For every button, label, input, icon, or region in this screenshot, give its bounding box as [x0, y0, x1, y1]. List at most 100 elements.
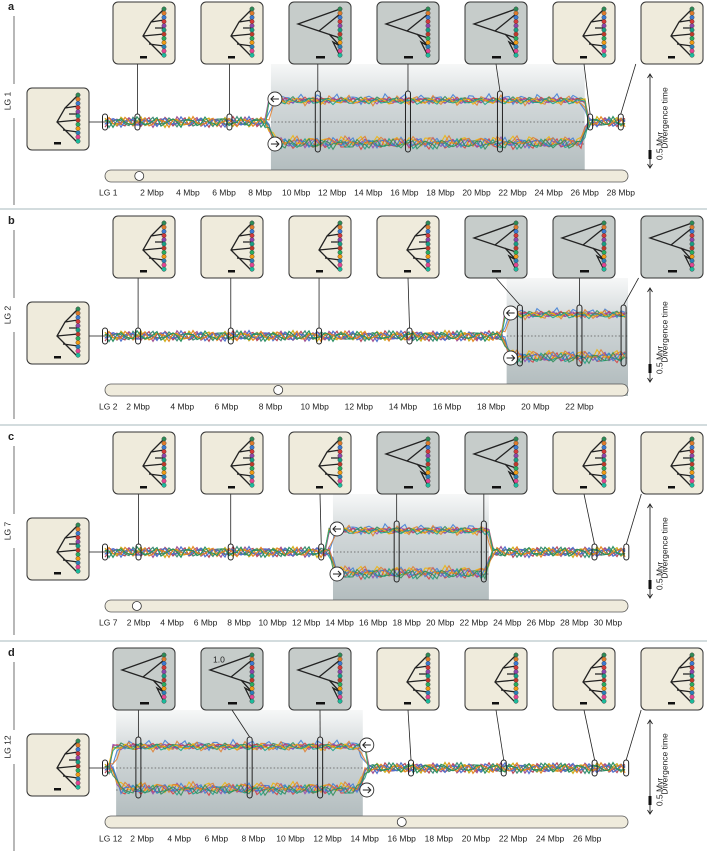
tip — [689, 233, 695, 239]
chromosome-label: LG 12 — [2, 735, 12, 758]
tip — [513, 233, 519, 239]
legend-title: Divergence time — [659, 301, 669, 363]
tip — [513, 262, 519, 268]
connector — [231, 709, 250, 738]
tip — [425, 23, 431, 29]
tip — [601, 48, 607, 54]
tip — [601, 249, 607, 255]
tip — [161, 686, 167, 691]
tip — [161, 694, 167, 700]
tip — [161, 440, 167, 446]
tip — [75, 130, 81, 136]
tip — [425, 449, 431, 454]
arrow-marker — [506, 354, 516, 362]
tip — [161, 258, 167, 264]
legend-scale-bar — [648, 364, 652, 373]
tree — [56, 94, 79, 144]
tip — [689, 652, 695, 658]
tip — [689, 31, 695, 37]
tip — [601, 36, 607, 41]
centromere — [131, 601, 142, 611]
tip — [337, 465, 343, 471]
arrow-marker — [270, 140, 280, 148]
tree — [296, 654, 341, 703]
inversion-region — [332, 494, 489, 612]
tip — [601, 661, 607, 666]
tip — [249, 457, 255, 463]
x-tick-label: 26 Mbp — [527, 617, 556, 627]
tree — [318, 438, 341, 488]
tip — [249, 482, 255, 488]
tip — [337, 262, 343, 268]
x-tick-label: 2 Mbp — [140, 187, 164, 197]
tip — [161, 228, 167, 234]
tip — [337, 470, 343, 475]
tip — [161, 461, 167, 467]
chromosome-tick-label: LG 1 — [99, 187, 118, 197]
chromosome-label: LG 7 — [2, 522, 12, 541]
legend-scale-bar — [648, 796, 652, 805]
scale-bar — [316, 702, 325, 705]
tip — [601, 23, 607, 29]
tip — [425, 10, 431, 16]
tip — [249, 258, 255, 264]
tip — [161, 665, 167, 670]
trace — [104, 329, 626, 364]
arrow-marker — [332, 570, 342, 578]
tree — [472, 8, 517, 57]
tip — [425, 669, 431, 675]
tip — [689, 241, 695, 247]
trace — [104, 545, 626, 578]
x-tick-label: 18 Mbp — [393, 617, 422, 627]
connector — [495, 709, 505, 761]
tip — [601, 457, 607, 463]
tip — [425, 461, 431, 467]
tip — [75, 319, 81, 324]
chromosome-label: LG 1 — [2, 92, 12, 111]
tip — [513, 436, 519, 442]
x-tick-label: 6 Mbp — [215, 401, 239, 411]
tip — [601, 262, 607, 268]
tip — [601, 698, 607, 704]
x-tick-label: 10 Mbp — [276, 833, 305, 843]
tip — [75, 122, 81, 127]
tip — [425, 19, 431, 24]
tip — [337, 652, 343, 658]
tip — [249, 656, 255, 662]
scale-bar — [54, 788, 61, 791]
tip — [249, 652, 255, 658]
tip — [601, 14, 607, 20]
x-tick-label: 8 Mbp — [248, 187, 272, 197]
connector — [407, 277, 410, 329]
trace — [104, 761, 626, 795]
tip — [513, 690, 519, 696]
tip — [513, 6, 519, 12]
connector — [319, 493, 322, 545]
tip — [337, 461, 343, 467]
tip — [689, 19, 695, 24]
tip — [337, 245, 343, 251]
tip — [689, 228, 695, 234]
x-tick-label: 28 Mbp — [607, 187, 636, 197]
window-marker — [408, 759, 415, 777]
tip — [249, 661, 255, 666]
tip — [425, 27, 431, 33]
tree — [296, 8, 341, 57]
tip — [513, 14, 519, 20]
tip — [425, 220, 431, 226]
tip — [513, 661, 519, 666]
x-tick-label: 2 Mbp — [130, 833, 154, 843]
tip — [337, 482, 343, 488]
tip — [75, 352, 81, 358]
tip — [513, 656, 519, 662]
tip — [689, 465, 695, 471]
tip — [75, 306, 81, 312]
window-marker — [623, 759, 630, 777]
tip — [425, 465, 431, 471]
tip — [75, 96, 81, 102]
tip — [249, 673, 255, 679]
tip — [161, 224, 167, 230]
tree — [230, 222, 253, 272]
tip — [75, 335, 81, 341]
tip — [75, 92, 81, 98]
